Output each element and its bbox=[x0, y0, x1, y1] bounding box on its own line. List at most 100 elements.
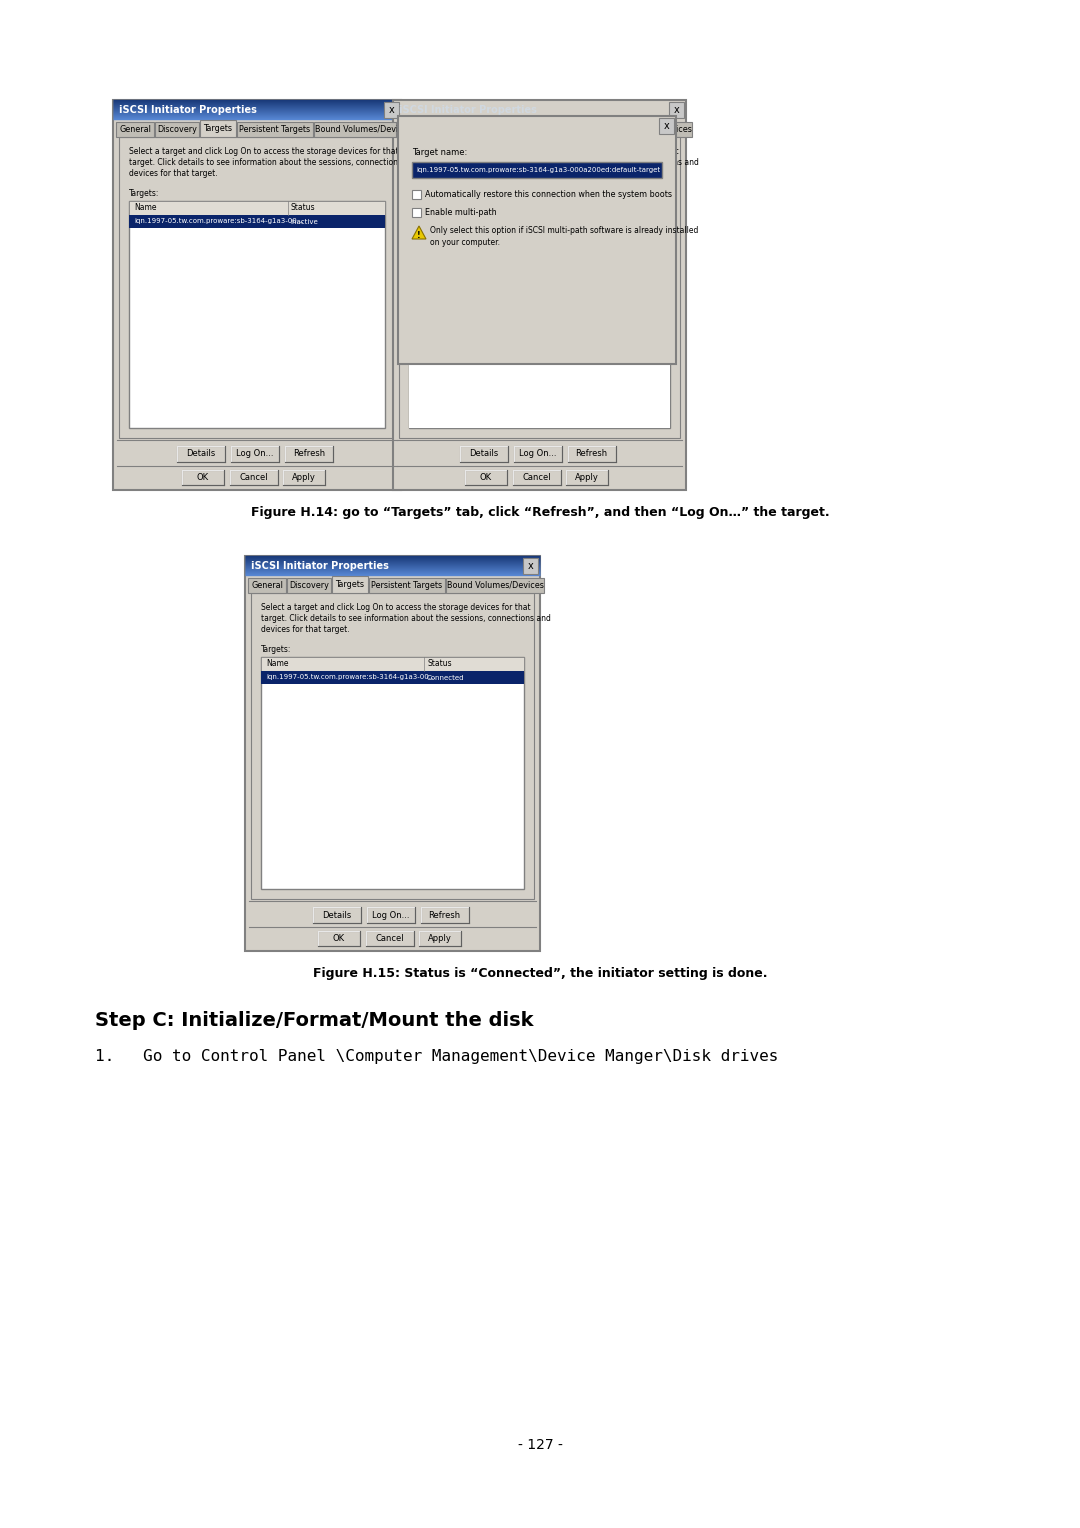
Bar bbox=[285, 446, 333, 461]
Text: Select a target and click Log On to access the storage devices for that: Select a target and click Log On to acce… bbox=[261, 604, 530, 613]
Text: !: ! bbox=[417, 231, 421, 240]
Bar bbox=[464, 471, 507, 484]
Text: Status: Status bbox=[291, 203, 315, 212]
Text: Targets:: Targets: bbox=[261, 645, 292, 654]
Bar bbox=[261, 657, 524, 889]
Text: Name: Name bbox=[414, 203, 436, 212]
Bar bbox=[594, 122, 692, 138]
Text: Select a target and click Log On to access the storage devices for that: Select a target and click Log On to acce… bbox=[129, 147, 399, 156]
Text: Step C: Initialize/Format/Mount the disk: Step C: Initialize/Format/Mount the disk bbox=[95, 1012, 534, 1030]
Text: iqn.1997-05.tw.com.proware:sb-3164-g1a3-000a200ed:default-target: iqn.1997-05.tw.com.proware:sb-3164-g1a3-… bbox=[416, 167, 660, 173]
Text: Persistent Targets: Persistent Targets bbox=[240, 125, 311, 134]
Text: Inactive: Inactive bbox=[291, 219, 319, 225]
Bar bbox=[411, 189, 421, 199]
Bar bbox=[480, 121, 516, 138]
Bar bbox=[396, 122, 434, 138]
Text: Targets: Targets bbox=[203, 124, 232, 133]
Text: Automatically restore this connection when the system boots: Automatically restore this connection wh… bbox=[426, 189, 672, 199]
Text: Log On to Target: Log On to Target bbox=[404, 121, 502, 131]
Text: Select a target and click Log On to access the storage devices for that: Select a target and click Log On to acce… bbox=[409, 147, 678, 156]
Text: Inactive: Inactive bbox=[573, 219, 602, 225]
Bar bbox=[616, 336, 664, 353]
Text: OK: OK bbox=[197, 474, 210, 481]
Bar bbox=[230, 471, 278, 484]
Bar bbox=[659, 118, 674, 134]
Bar bbox=[446, 578, 544, 593]
Bar bbox=[399, 116, 676, 364]
Bar bbox=[183, 471, 224, 484]
Text: Enable multi-path: Enable multi-path bbox=[426, 208, 497, 217]
Text: OK: OK bbox=[333, 934, 345, 943]
Text: Connected: Connected bbox=[427, 674, 464, 680]
Text: iqn.1997-05.tw.com.proware:sb-3164-g1a3-00...: iqn.1997-05.tw.com.proware:sb-3164-g1a3-… bbox=[266, 674, 435, 680]
Text: iSCSI Initiator Properties: iSCSI Initiator Properties bbox=[399, 105, 537, 115]
Polygon shape bbox=[411, 226, 426, 238]
Bar bbox=[119, 138, 395, 439]
Text: iSCSI Initiator Properties: iSCSI Initiator Properties bbox=[119, 105, 257, 115]
Text: Advanced...: Advanced... bbox=[416, 341, 465, 348]
Bar bbox=[669, 102, 684, 118]
Text: Targets: Targets bbox=[484, 124, 513, 133]
Text: Status: Status bbox=[427, 660, 451, 669]
Text: Name: Name bbox=[266, 660, 288, 669]
Text: Targets:: Targets: bbox=[129, 189, 160, 199]
Bar bbox=[369, 578, 445, 593]
Text: Log On...: Log On... bbox=[237, 449, 273, 458]
Text: Bound Volumes/Devices: Bound Volumes/Devices bbox=[595, 125, 691, 134]
Bar bbox=[566, 336, 610, 353]
Bar bbox=[435, 122, 480, 138]
Bar bbox=[419, 931, 460, 946]
Text: Discovery: Discovery bbox=[437, 125, 477, 134]
Bar bbox=[237, 122, 313, 138]
Text: Status: Status bbox=[573, 203, 598, 212]
Text: OK: OK bbox=[480, 474, 491, 481]
Bar bbox=[314, 122, 411, 138]
Bar bbox=[231, 446, 279, 461]
Bar bbox=[566, 471, 607, 484]
Bar bbox=[409, 228, 670, 428]
Bar bbox=[459, 446, 508, 461]
Text: Bound Volumes/Devices: Bound Volumes/Devices bbox=[314, 125, 411, 134]
Bar bbox=[411, 336, 470, 353]
Text: Refresh: Refresh bbox=[576, 449, 608, 458]
Bar bbox=[409, 202, 670, 428]
Bar bbox=[116, 122, 154, 138]
Bar bbox=[283, 471, 325, 484]
Text: Details: Details bbox=[469, 449, 498, 458]
Text: Name: Name bbox=[134, 203, 157, 212]
Text: iqn.1997-05.tw.com.proware:sb-3164-g1a3-00...: iqn.1997-05.tw.com.proware:sb-3164-g1a3-… bbox=[414, 219, 583, 225]
Bar bbox=[251, 593, 534, 898]
Text: Targets: Targets bbox=[336, 581, 365, 588]
Text: General: General bbox=[119, 125, 151, 134]
Bar bbox=[659, 118, 674, 134]
Bar bbox=[156, 122, 199, 138]
Text: Cancel: Cancel bbox=[625, 341, 654, 348]
Bar bbox=[261, 671, 524, 685]
Text: Target name:: Target name: bbox=[411, 148, 468, 157]
Text: Discovery: Discovery bbox=[289, 581, 329, 590]
Bar bbox=[332, 576, 368, 593]
Bar bbox=[129, 202, 384, 215]
Bar bbox=[200, 121, 237, 138]
Bar bbox=[129, 215, 384, 228]
Text: on your computer.: on your computer. bbox=[430, 238, 500, 248]
Bar bbox=[261, 657, 524, 671]
Text: Persistent Targets: Persistent Targets bbox=[372, 581, 443, 590]
Bar bbox=[393, 99, 686, 490]
Text: Cancel: Cancel bbox=[240, 474, 268, 481]
Text: target. Click details to see information about the sessions, connections and: target. Click details to see information… bbox=[261, 614, 551, 623]
Bar bbox=[513, 471, 561, 484]
Text: Figure H.15: Status is “Connected”, the initiator setting is done.: Figure H.15: Status is “Connected”, the … bbox=[313, 967, 767, 979]
Text: devices for that target.: devices for that target. bbox=[129, 170, 218, 177]
Bar bbox=[287, 578, 330, 593]
Bar bbox=[312, 908, 361, 923]
Text: Log On...: Log On... bbox=[372, 911, 409, 920]
Bar bbox=[129, 202, 384, 428]
Text: Cancel: Cancel bbox=[523, 474, 551, 481]
Text: Apply: Apply bbox=[575, 474, 598, 481]
Bar bbox=[399, 138, 680, 439]
Text: Refresh: Refresh bbox=[429, 911, 460, 920]
Bar bbox=[513, 446, 562, 461]
Bar bbox=[177, 446, 225, 461]
Text: Log On...: Log On... bbox=[518, 449, 556, 458]
